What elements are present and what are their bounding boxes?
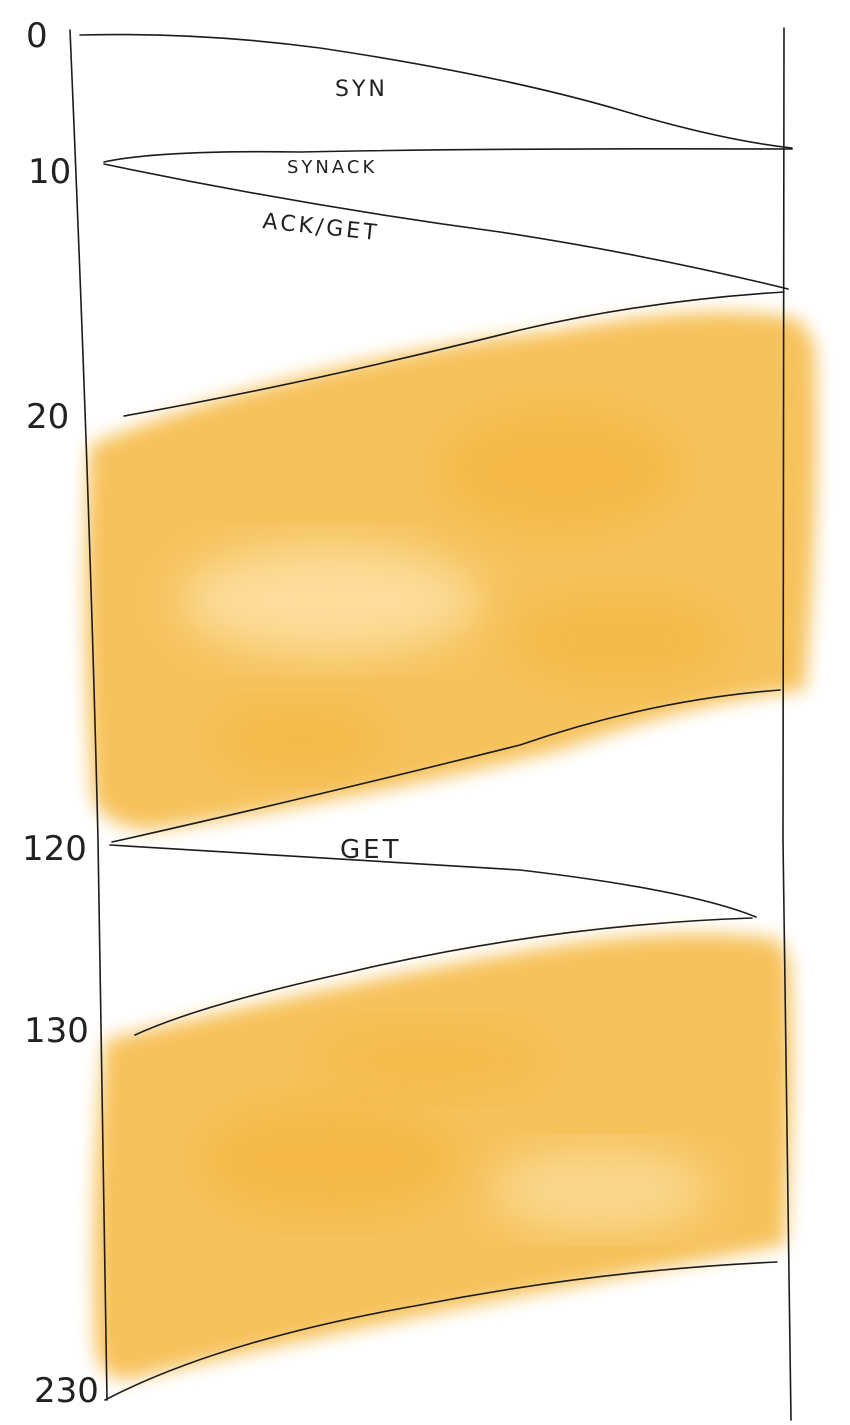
response-start-line-2: [134, 917, 753, 1036]
time-label-10: 10: [28, 152, 71, 192]
data-transfer-block-2: [93, 933, 792, 1380]
syn-label: SYN: [335, 77, 388, 102]
time-label-130: 130: [24, 1011, 89, 1051]
response-end-line-2: [104, 1261, 778, 1401]
data-transfer-block-1: [85, 312, 817, 830]
synack-arrow: [103, 148, 793, 163]
response-end-line-1: [111, 689, 781, 843]
time-label-230: 230: [34, 1371, 99, 1411]
time-label-120: 120: [22, 829, 87, 869]
time-label-20: 20: [26, 397, 69, 437]
get-label: GET: [340, 835, 401, 865]
response-start-line-1: [123, 291, 785, 417]
synack-label: SYNACK: [287, 157, 377, 178]
client-timeline: [69, 29, 108, 1401]
get-arrow: [109, 844, 757, 918]
time-label-0: 0: [26, 16, 48, 56]
ack-get-label: ACK/GET: [261, 209, 380, 246]
server-timeline: [781, 27, 792, 1421]
syn-arrow: [79, 33, 793, 149]
ack-get-arrow: [103, 163, 789, 290]
